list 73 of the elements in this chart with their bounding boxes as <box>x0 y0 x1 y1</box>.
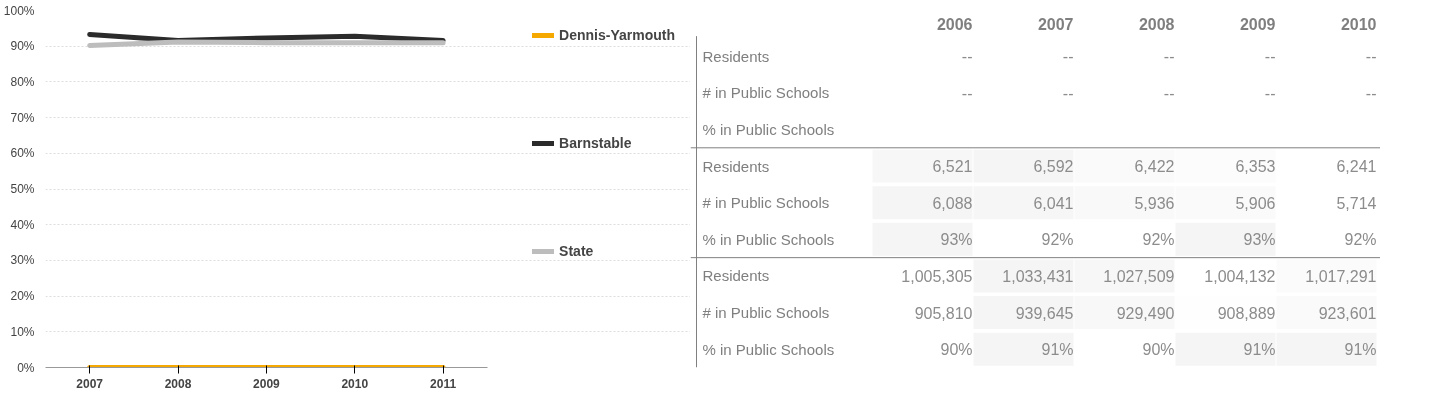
data-label: 90% <box>1142 340 1175 358</box>
data-label: 6,088 <box>932 194 973 212</box>
y-tick-label: 30% <box>10 253 35 268</box>
data-label: 1,004,132 <box>1204 267 1276 285</box>
data-label: 92% <box>1344 230 1377 248</box>
data-label: 90% <box>940 340 973 358</box>
text: -- <box>1163 48 1175 66</box>
legend-label: Barnstable <box>559 135 632 151</box>
data-label: 905,810 <box>914 304 973 322</box>
y-tick-label: 90% <box>10 39 35 54</box>
data-label: 5,714 <box>1336 194 1377 212</box>
data-label: 923,601 <box>1318 304 1377 322</box>
legend-label: Dennis-Yarmouth <box>559 27 675 43</box>
y-tick-label: Residents <box>702 267 770 285</box>
x-tick-label: 2008 <box>1138 16 1175 34</box>
y-tick-label: % in Public Schools <box>702 340 835 358</box>
data-label: 5,906 <box>1235 194 1276 212</box>
data-label: 6,592 <box>1033 158 1074 176</box>
y-tick-label: 0% <box>17 360 35 375</box>
data-label: 6,041 <box>1033 194 1074 212</box>
y-tick-label: 20% <box>10 289 35 304</box>
text: -- <box>1365 48 1377 66</box>
text: -- <box>961 84 973 102</box>
y-tick-label: 70% <box>10 110 35 125</box>
data-label: 1,005,305 <box>901 267 973 285</box>
y-tick-label: % in Public Schools <box>702 121 835 138</box>
x-tick-label: 2010 <box>1340 16 1377 34</box>
y-tick-label: 10% <box>10 324 35 339</box>
data-label: 6,521 <box>932 158 973 176</box>
y-tick-label: Residents <box>702 157 770 175</box>
y-tick-label: # in Public Schools <box>702 84 830 102</box>
data-label: 929,490 <box>1116 304 1175 322</box>
legend-label: State <box>559 243 594 259</box>
y-tick-label: 40% <box>10 217 35 232</box>
data-label: 908,889 <box>1217 304 1276 322</box>
x-tick-label: 2011 <box>430 376 457 391</box>
y-tick-label: 50% <box>10 182 35 196</box>
text: -- <box>1264 48 1276 66</box>
y-tick-label: Residents <box>702 47 770 65</box>
x-tick-label: 2007 <box>1037 16 1074 34</box>
y-tick-label: % in Public Schools <box>702 230 835 248</box>
data-label: 92% <box>1041 230 1074 248</box>
data-label: 5,936 <box>1134 194 1175 212</box>
x-tick-label: 2010 <box>341 376 369 391</box>
data-label: 1,027,509 <box>1103 267 1175 285</box>
data-label: 92% <box>1142 230 1175 248</box>
text: -- <box>1163 84 1175 102</box>
text: -- <box>1264 84 1276 102</box>
data-label: 93% <box>940 230 973 248</box>
y-tick-label: 60% <box>10 146 35 161</box>
x-tick-label: 2009 <box>253 376 281 391</box>
x-tick-label: 2007 <box>76 376 104 391</box>
y-tick-label: # in Public Schools <box>702 194 830 212</box>
text: -- <box>1062 48 1074 66</box>
data-label: 6,353 <box>1235 158 1276 176</box>
data-label: 939,645 <box>1015 304 1074 322</box>
data-label: 6,241 <box>1336 158 1377 176</box>
x-tick-label: 2006 <box>936 16 973 34</box>
data-label: 1,033,431 <box>1002 267 1074 285</box>
text: -- <box>1365 84 1377 102</box>
y-tick-label: 80% <box>10 74 35 89</box>
text: -- <box>961 48 973 66</box>
y-tick-label: # in Public Schools <box>702 304 830 322</box>
x-tick-label: 2008 <box>164 376 192 391</box>
text: -- <box>1062 84 1074 102</box>
x-tick-label: 2009 <box>1239 16 1276 34</box>
data-label: 6,422 <box>1134 158 1175 176</box>
y-tick-label: 100% <box>3 3 35 18</box>
data-label: 91% <box>1344 340 1377 358</box>
data-label: 1,017,291 <box>1305 267 1377 285</box>
data-label: 91% <box>1243 340 1276 358</box>
data-label: 91% <box>1041 340 1074 358</box>
data-label: 93% <box>1243 230 1276 248</box>
